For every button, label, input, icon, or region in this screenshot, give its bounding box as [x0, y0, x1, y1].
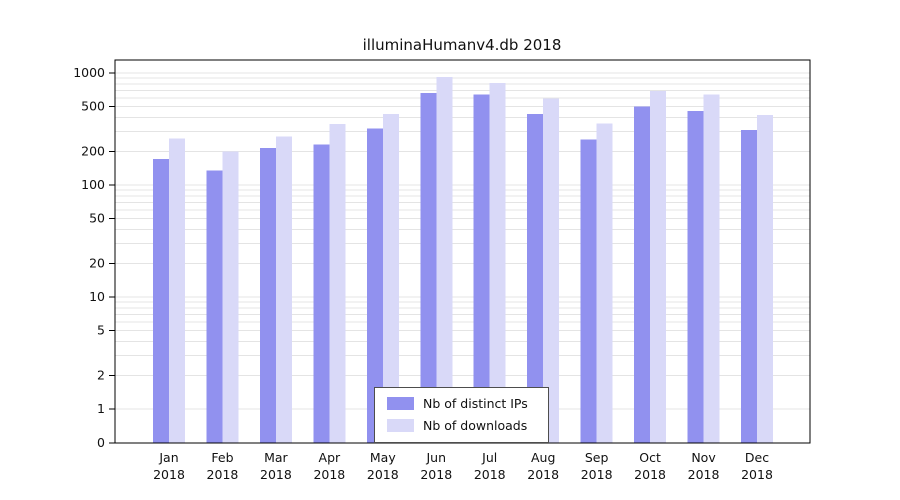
bar-distinct-ips — [580, 139, 597, 443]
y-tick-label: 1 — [97, 401, 105, 416]
y-tick-label: 0 — [97, 435, 105, 450]
x-axis-label-year: 2018 — [367, 467, 399, 482]
y-tick-label: 5 — [97, 323, 105, 338]
bar-distinct-ips — [259, 147, 276, 443]
y-tick-label: 2 — [97, 367, 105, 382]
bar-distinct-ips — [527, 114, 544, 443]
bar-downloads — [222, 151, 239, 443]
x-axis-label-month: Feb — [211, 450, 233, 465]
x-axis-label-month: May — [370, 450, 396, 465]
y-tick-label: 100 — [81, 177, 105, 192]
legend-swatch-downloads — [387, 419, 414, 432]
legend-item-distinct-ips: Nb of distinct IPs — [387, 396, 528, 411]
bar-downloads — [382, 114, 399, 443]
bar-downloads — [169, 138, 185, 443]
x-axis-label-month: Oct — [639, 450, 661, 465]
y-tick-label: 10 — [89, 289, 105, 304]
x-axis-label-year: 2018 — [688, 467, 720, 482]
bar-distinct-ips — [473, 94, 490, 443]
x-axis-label-year: 2018 — [527, 467, 559, 482]
y-tick-label: 1000 — [73, 65, 105, 80]
plot-border — [114, 59, 811, 444]
legend-item-downloads: Nb of downloads — [387, 418, 528, 433]
y-tick-label: 500 — [81, 99, 105, 114]
x-axis-label-year: 2018 — [260, 467, 292, 482]
x-axis-label-year: 2018 — [420, 467, 452, 482]
x-axis-label-year: 2018 — [153, 467, 185, 482]
bar-downloads — [596, 123, 613, 444]
bar-distinct-ips — [741, 129, 757, 444]
bar-downloads — [436, 77, 453, 444]
x-axis-label-month: Jan — [158, 450, 178, 465]
x-axis-label-month: Apr — [319, 450, 341, 465]
x-axis-label-month: Jun — [426, 450, 447, 465]
x-axis-label-year: 2018 — [581, 467, 613, 482]
bar-downloads — [757, 115, 773, 444]
bar-distinct-ips — [366, 128, 383, 443]
y-tick-label: 200 — [81, 143, 105, 158]
y-tick-label: 20 — [89, 255, 105, 270]
legend-swatch-distinct-ips — [387, 397, 414, 410]
legend-label-downloads: Nb of downloads — [423, 418, 528, 433]
x-axis-label-year: 2018 — [474, 467, 506, 482]
legend: Nb of distinct IPs Nb of downloads — [374, 387, 549, 443]
bar-distinct-ips — [313, 144, 330, 443]
bar-downloads — [275, 136, 292, 443]
x-axis-label-month: Aug — [531, 450, 555, 465]
bar-distinct-ips — [420, 93, 437, 443]
x-axis-label-month: Nov — [691, 450, 716, 465]
x-axis-label-year: 2018 — [741, 467, 773, 482]
x-axis-label-month: Dec — [745, 450, 769, 465]
x-axis-label-month: Sep — [585, 450, 609, 465]
y-tick-label: 50 — [89, 211, 105, 226]
bar-downloads — [489, 82, 506, 443]
bar-downloads — [543, 98, 560, 443]
bar-downloads — [650, 91, 667, 444]
bar-downloads — [329, 124, 346, 443]
x-axis-label-year: 2018 — [313, 467, 345, 482]
x-axis-label-year: 2018 — [207, 467, 239, 482]
x-axis-label-month: Jul — [481, 450, 497, 465]
chart-title: illuminaHumanv4.db 2018 — [362, 36, 562, 54]
x-axis-label-year: 2018 — [634, 467, 666, 482]
bar-distinct-ips — [687, 110, 704, 444]
bar-distinct-ips — [153, 159, 169, 443]
legend-label-distinct-ips: Nb of distinct IPs — [423, 396, 528, 411]
bar-distinct-ips — [634, 106, 651, 443]
x-axis-label-month: Mar — [264, 450, 288, 465]
bar-downloads — [703, 94, 720, 444]
bar-distinct-ips — [206, 170, 223, 443]
